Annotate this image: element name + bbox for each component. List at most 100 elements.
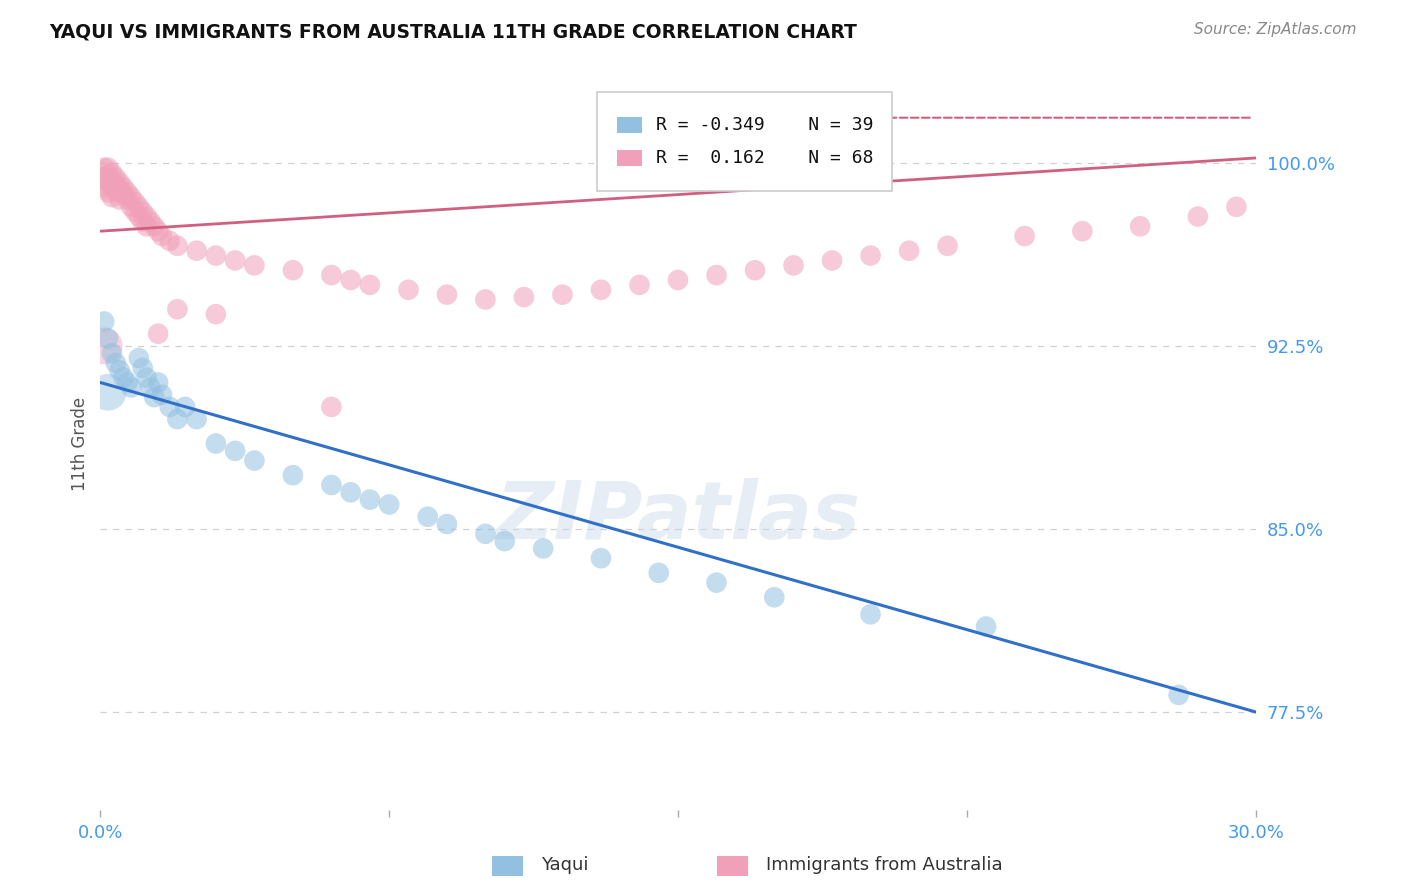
Point	[321, 268, 343, 282]
Point	[97, 175, 120, 189]
Point	[339, 485, 361, 500]
Point	[124, 194, 146, 209]
Point	[101, 166, 124, 180]
Point	[104, 356, 127, 370]
Text: YAQUI VS IMMIGRANTS FROM AUSTRALIA 11TH GRADE CORRELATION CHART: YAQUI VS IMMIGRANTS FROM AUSTRALIA 11TH …	[49, 22, 858, 41]
Point	[150, 387, 173, 401]
Point	[132, 360, 155, 375]
Text: Immigrants from Australia: Immigrants from Australia	[766, 856, 1002, 874]
Point	[104, 170, 127, 185]
Point	[494, 534, 516, 549]
Point	[628, 277, 651, 292]
Point	[859, 607, 882, 622]
Point	[112, 180, 135, 194]
Point	[243, 258, 266, 272]
Text: 0.0%: 0.0%	[77, 824, 124, 842]
Point	[139, 380, 162, 394]
Point	[146, 224, 169, 238]
Point	[132, 204, 155, 219]
Point	[281, 468, 304, 483]
Point	[821, 253, 844, 268]
Point	[782, 258, 804, 272]
Point	[97, 332, 120, 346]
Point	[763, 591, 786, 605]
Point	[112, 370, 135, 384]
Point	[112, 187, 135, 202]
Point	[1071, 224, 1094, 238]
Point	[186, 244, 208, 258]
Point	[744, 263, 766, 277]
Point	[166, 239, 188, 253]
Point	[101, 346, 124, 360]
FancyBboxPatch shape	[617, 150, 643, 166]
Point	[416, 509, 439, 524]
Point	[474, 526, 496, 541]
Point	[174, 400, 197, 414]
Point	[139, 214, 162, 228]
Point	[531, 541, 554, 556]
Point	[101, 180, 124, 194]
Point	[159, 400, 181, 414]
Point	[117, 185, 139, 199]
Point	[97, 161, 120, 175]
Point	[93, 180, 115, 194]
Point	[108, 175, 131, 189]
Point	[396, 283, 419, 297]
Point	[436, 516, 458, 531]
Point	[474, 293, 496, 307]
Point	[101, 190, 124, 204]
Point	[589, 551, 612, 566]
Point	[513, 290, 536, 304]
Point	[97, 185, 120, 199]
Point	[321, 478, 343, 492]
Point	[97, 168, 120, 182]
Point	[166, 412, 188, 426]
Point	[205, 249, 228, 263]
Point	[378, 498, 401, 512]
Y-axis label: 11th Grade: 11th Grade	[72, 396, 89, 491]
Point	[108, 193, 131, 207]
Point	[706, 268, 728, 282]
FancyBboxPatch shape	[598, 92, 891, 191]
Point	[128, 200, 150, 214]
Point	[120, 200, 142, 214]
Point	[124, 204, 146, 219]
Point	[93, 170, 115, 185]
Point	[224, 253, 246, 268]
Point	[224, 443, 246, 458]
Point	[243, 453, 266, 467]
Point	[321, 400, 343, 414]
Point	[1167, 688, 1189, 702]
Point	[135, 210, 157, 224]
Point	[146, 326, 169, 341]
Text: Yaqui: Yaqui	[541, 856, 589, 874]
Point	[205, 436, 228, 450]
Point	[108, 183, 131, 197]
Point	[666, 273, 689, 287]
Point	[101, 173, 124, 187]
Point	[974, 619, 997, 633]
Point	[108, 363, 131, 377]
Point	[117, 193, 139, 207]
Point	[589, 283, 612, 297]
Point	[186, 412, 208, 426]
Point	[104, 178, 127, 192]
Point	[150, 229, 173, 244]
Point	[436, 287, 458, 301]
Point	[1129, 219, 1152, 234]
FancyBboxPatch shape	[617, 117, 643, 133]
Point	[135, 370, 157, 384]
Point	[359, 277, 381, 292]
Text: 30.0%: 30.0%	[1227, 824, 1284, 842]
Point	[117, 376, 139, 390]
Text: Source: ZipAtlas.com: Source: ZipAtlas.com	[1194, 22, 1357, 37]
Point	[128, 210, 150, 224]
Point	[93, 161, 115, 175]
Point	[936, 239, 959, 253]
Point	[1225, 200, 1247, 214]
Text: R = -0.349    N = 39: R = -0.349 N = 39	[657, 116, 873, 134]
Point	[120, 190, 142, 204]
Point	[166, 302, 188, 317]
Point	[143, 390, 166, 404]
Point	[1014, 229, 1036, 244]
